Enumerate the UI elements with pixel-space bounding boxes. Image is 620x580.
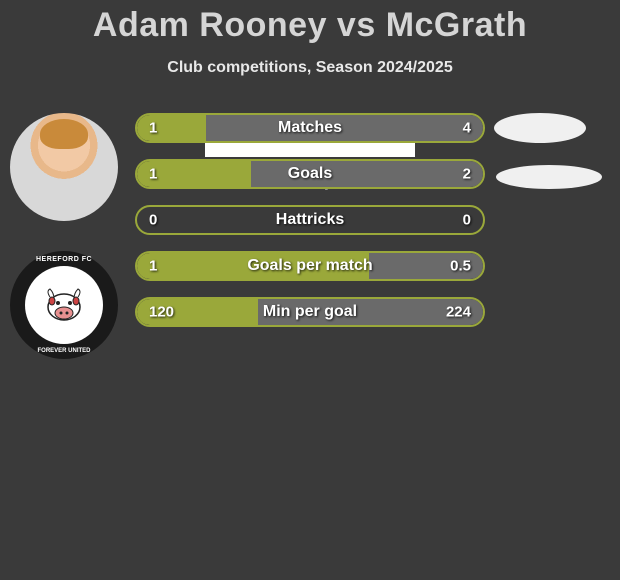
avatar-column: HEREFORD FC 2015 FOREVER UNITED — [10, 113, 118, 359]
side-blob — [496, 165, 602, 189]
stat-value-left: 120 — [149, 304, 174, 321]
side-blob — [494, 113, 586, 143]
stat-value-left: 1 — [149, 120, 157, 137]
stat-fill-right — [251, 161, 483, 187]
badge-inner — [25, 266, 103, 344]
stat-row: 1 0.5 Goals per match — [135, 251, 485, 281]
badge-year: 2015 — [56, 334, 72, 341]
badge-bottom-text: FOREVER UNITED — [37, 348, 90, 354]
stat-label: Goals per match — [247, 257, 372, 275]
player1-avatar — [10, 113, 118, 221]
comparison-subtitle: Club competitions, Season 2024/2025 — [0, 59, 620, 77]
comparison-title: Adam Rooney vs McGrath — [0, 0, 620, 45]
bull-icon — [42, 287, 86, 323]
stat-value-left: 1 — [149, 258, 157, 275]
stat-fill-right — [206, 115, 483, 141]
stat-row: 1 2 Goals — [135, 159, 485, 189]
stat-value-left: 1 — [149, 166, 157, 183]
stat-row: 0 0 Hattricks — [135, 205, 485, 235]
player2-badge: HEREFORD FC 2015 FOREVER UNITED — [10, 251, 118, 359]
stat-value-left: 0 — [149, 212, 157, 229]
stat-label: Matches — [278, 119, 342, 137]
stat-value-right: 0 — [463, 212, 471, 229]
badge-top-text: HEREFORD FC — [36, 256, 92, 263]
stat-label: Hattricks — [276, 211, 344, 229]
stat-label: Min per goal — [263, 303, 357, 321]
stat-value-right: 0.5 — [450, 258, 471, 275]
stat-row: 120 224 Min per goal — [135, 297, 485, 327]
stat-row: 1 4 Matches — [135, 113, 485, 143]
stat-fill-left — [137, 115, 206, 141]
stat-rows: 1 4 Matches 1 2 Goals 0 0 Hattricks 1 0.5 Goals per… — [135, 113, 485, 343]
stat-value-right: 224 — [446, 304, 471, 321]
stat-value-right: 2 — [463, 166, 471, 183]
stat-value-right: 4 — [463, 120, 471, 137]
stat-label: Goals — [288, 165, 332, 183]
